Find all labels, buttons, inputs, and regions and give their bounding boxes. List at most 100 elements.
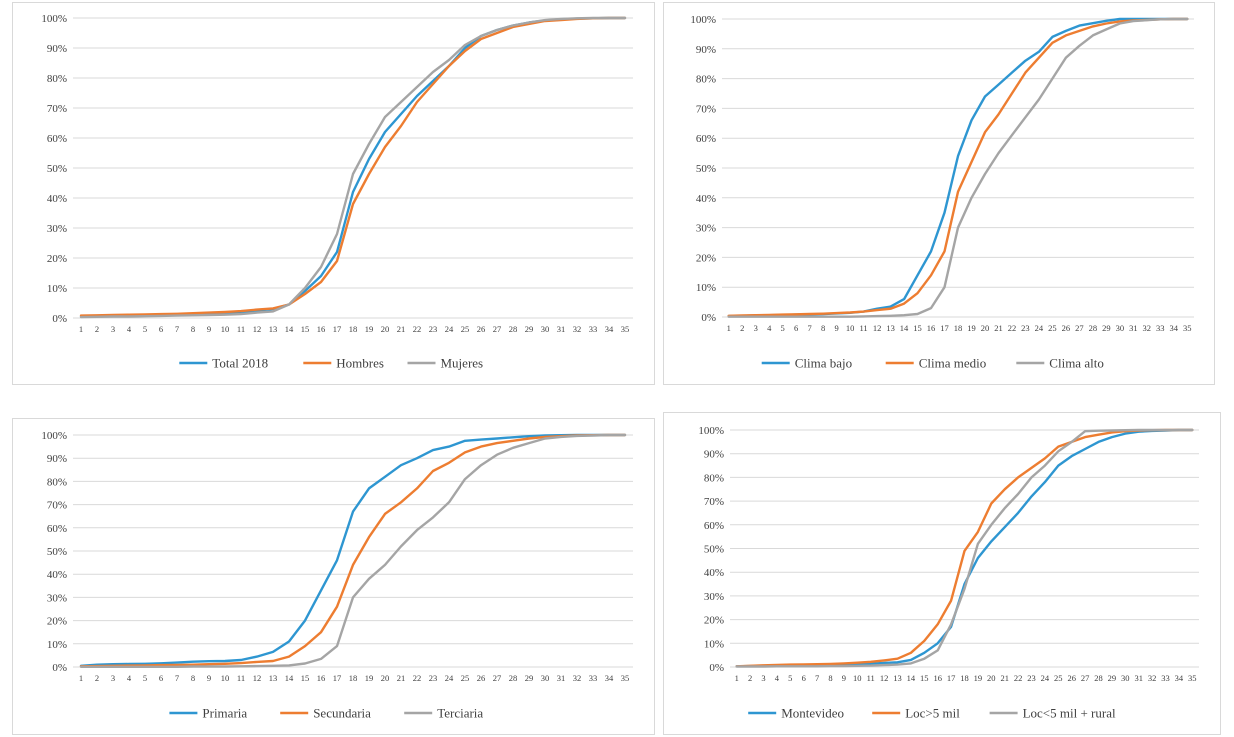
- x-tick-label: 12: [880, 673, 889, 683]
- y-tick-label: 20%: [47, 253, 67, 265]
- x-tick-label: 6: [794, 323, 798, 333]
- x-tick-label: 21: [994, 323, 1003, 333]
- legend-label: Loc<5 mil + rural: [1023, 706, 1116, 721]
- x-tick-label: 1: [735, 673, 739, 683]
- y-tick-label: 0%: [701, 312, 716, 324]
- x-tick-label: 12: [253, 673, 262, 683]
- series-line: [79, 433, 627, 668]
- x-tick-label: 8: [191, 324, 195, 334]
- y-tick-label: 70%: [696, 103, 716, 115]
- x-tick-label: 25: [1054, 673, 1063, 683]
- x-tick-label: 3: [111, 324, 115, 334]
- x-tick-label: 24: [1035, 323, 1044, 333]
- x-tick-label: 3: [111, 673, 115, 683]
- x-tick-label: 1: [79, 673, 83, 683]
- x-tick-label: 16: [933, 673, 942, 683]
- x-tick-label: 29: [1102, 323, 1111, 333]
- x-tick-label: 4: [127, 673, 132, 683]
- y-tick-label: 60%: [704, 520, 724, 532]
- legend-label: Montevideo: [781, 706, 844, 721]
- x-tick-label: 27: [1075, 323, 1084, 333]
- y-tick-label: 90%: [704, 449, 724, 461]
- x-tick-label: 18: [960, 673, 969, 683]
- x-tick-label: 14: [285, 673, 294, 683]
- x-tick-label: 10: [221, 673, 230, 683]
- x-tick-label: 27: [493, 324, 502, 334]
- x-tick-label: 30: [1116, 323, 1125, 333]
- x-tick-label: 6: [802, 673, 806, 683]
- x-tick-label: 13: [269, 673, 278, 683]
- x-tick-label: 22: [413, 324, 422, 334]
- x-tick-label: 3: [754, 323, 758, 333]
- x-tick-label: 21: [1000, 673, 1009, 683]
- x-tick-label: 28: [509, 673, 518, 683]
- x-tick-label: 14: [907, 673, 916, 683]
- x-tick-label: 20: [381, 673, 390, 683]
- y-tick-label: 40%: [47, 569, 67, 581]
- x-tick-label: 32: [573, 673, 582, 683]
- x-tick-label: 24: [445, 673, 454, 683]
- y-tick-label: 40%: [704, 567, 724, 579]
- x-tick-label: 8: [828, 673, 832, 683]
- x-tick-label: 11: [860, 323, 868, 333]
- x-tick-label: 17: [333, 673, 342, 683]
- x-tick-label: 27: [493, 673, 502, 683]
- legend-label: Loc>5 mil: [905, 706, 960, 721]
- y-tick-label: 80%: [704, 472, 724, 484]
- y-tick-label: 10%: [47, 639, 67, 651]
- x-tick-label: 14: [285, 324, 294, 334]
- y-tick-label: 70%: [47, 103, 67, 115]
- x-tick-label: 34: [605, 324, 614, 334]
- y-tick-label: 60%: [47, 523, 67, 535]
- x-tick-label: 30: [541, 673, 550, 683]
- x-tick-label: 16: [927, 323, 936, 333]
- x-tick-label: 4: [775, 673, 780, 683]
- x-tick-label: 31: [557, 673, 566, 683]
- x-tick-label: 20: [981, 323, 990, 333]
- x-tick-label: 9: [207, 324, 211, 334]
- series-line: [79, 16, 627, 317]
- y-tick-label: 0%: [52, 313, 67, 325]
- y-tick-label: 20%: [704, 615, 724, 627]
- series-line: [727, 17, 1189, 318]
- x-tick-label: 11: [237, 673, 245, 683]
- x-tick-label: 30: [541, 324, 550, 334]
- y-tick-label: 30%: [47, 223, 67, 235]
- x-tick-label: 2: [95, 673, 99, 683]
- y-tick-label: 100%: [698, 425, 724, 437]
- x-tick-label: 4: [767, 323, 772, 333]
- x-tick-label: 18: [349, 324, 358, 334]
- y-tick-label: 90%: [696, 44, 716, 56]
- y-tick-label: 20%: [47, 616, 67, 628]
- y-tick-label: 80%: [696, 74, 716, 86]
- x-tick-label: 10: [221, 324, 230, 334]
- x-tick-label: 34: [1170, 323, 1179, 333]
- x-tick-label: 26: [477, 324, 486, 334]
- series-line: [79, 433, 627, 669]
- x-tick-label: 25: [1048, 323, 1057, 333]
- x-tick-label: 32: [1143, 323, 1152, 333]
- x-tick-label: 35: [621, 324, 630, 334]
- x-tick-label: 5: [788, 673, 792, 683]
- x-tick-label: 29: [1108, 673, 1117, 683]
- x-tick-label: 33: [1161, 673, 1170, 683]
- legend-label: Hombres: [336, 356, 384, 371]
- x-tick-label: 29: [525, 673, 534, 683]
- x-tick-label: 13: [886, 323, 895, 333]
- x-tick-label: 24: [445, 324, 454, 334]
- x-tick-label: 15: [913, 323, 922, 333]
- x-tick-label: 12: [253, 324, 262, 334]
- series-line: [79, 16, 627, 318]
- x-tick-label: 13: [269, 324, 278, 334]
- y-tick-label: 60%: [47, 133, 67, 145]
- x-tick-label: 22: [1014, 673, 1023, 683]
- y-tick-label: 10%: [696, 282, 716, 294]
- legend-label: Clima alto: [1049, 356, 1104, 371]
- x-tick-label: 32: [1148, 673, 1157, 683]
- x-tick-label: 32: [573, 324, 582, 334]
- x-tick-label: 16: [317, 324, 326, 334]
- x-tick-label: 28: [1094, 673, 1103, 683]
- x-tick-label: 7: [175, 324, 179, 334]
- x-tick-label: 15: [301, 673, 310, 683]
- x-tick-label: 35: [621, 673, 630, 683]
